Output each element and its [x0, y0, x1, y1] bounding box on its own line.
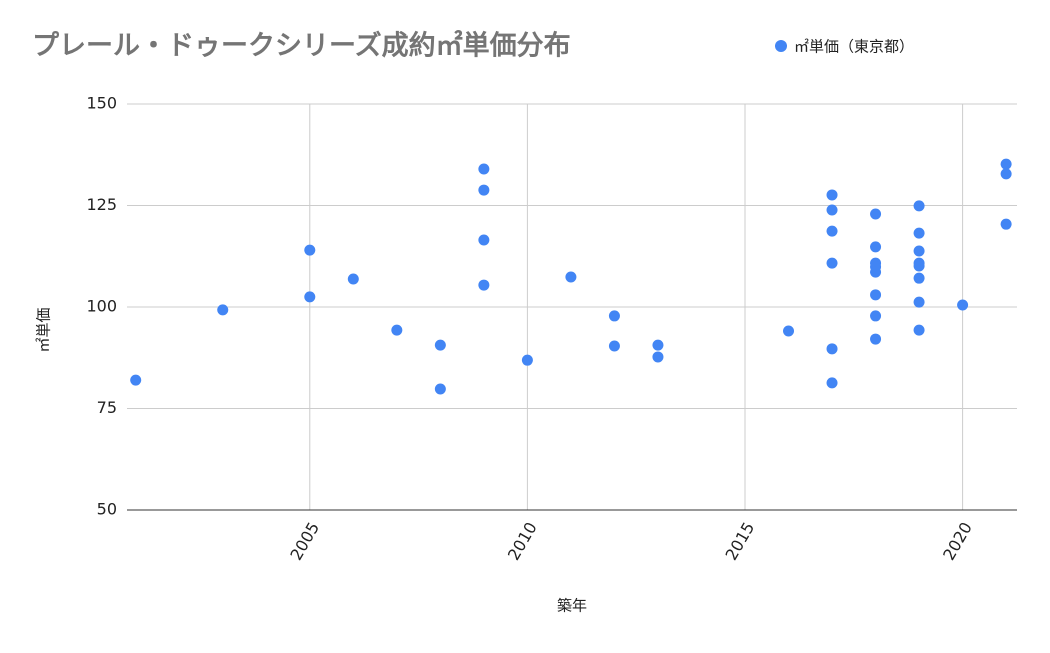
point: [391, 324, 403, 336]
point: [347, 273, 359, 285]
y-tick-label: 150: [86, 94, 117, 113]
point: [652, 351, 664, 363]
point: [913, 260, 925, 272]
point: [913, 200, 925, 212]
point: [434, 383, 446, 395]
point: [217, 304, 229, 316]
point: [652, 339, 664, 351]
point: [870, 241, 882, 253]
point: [478, 184, 490, 196]
point: [434, 339, 446, 351]
x-tick-label: 2005: [286, 519, 323, 564]
point: [1000, 158, 1012, 170]
point: [608, 340, 620, 352]
x-axis-title: 築年: [557, 597, 587, 615]
y-tick-label: 100: [86, 297, 117, 316]
point: [870, 310, 882, 322]
point: [1000, 168, 1012, 180]
point: [870, 208, 882, 220]
point: [870, 289, 882, 301]
point: [826, 204, 838, 216]
point: [913, 245, 925, 257]
x-tick-label: 2010: [504, 519, 541, 564]
y-tick-label: 75: [97, 398, 117, 417]
point: [478, 234, 490, 246]
point: [783, 325, 795, 337]
point: [913, 296, 925, 308]
point: [913, 272, 925, 284]
point: [521, 354, 533, 366]
x-tick-label: 2015: [722, 519, 759, 564]
point: [826, 343, 838, 355]
point: [130, 374, 142, 386]
point: [478, 163, 490, 175]
point: [304, 291, 316, 303]
x-tick-label: 2020: [939, 519, 976, 564]
point: [1000, 218, 1012, 230]
point: [826, 377, 838, 389]
y-axis-title: ㎡単価: [35, 307, 53, 352]
point: [870, 333, 882, 345]
point: [870, 266, 882, 278]
point: [826, 257, 838, 269]
point: [478, 279, 490, 291]
point: [565, 271, 577, 283]
chart-title: プレール・ドゥークシリーズ成約㎡単価分布: [32, 30, 571, 62]
point: [608, 310, 620, 322]
legend-marker: [775, 40, 787, 52]
point: [826, 189, 838, 201]
point: [913, 324, 925, 336]
y-tick-label: 50: [97, 500, 117, 519]
legend-label: ㎡単価（東京都）: [794, 38, 914, 56]
point: [826, 225, 838, 237]
point: [913, 227, 925, 239]
point: [957, 299, 969, 311]
point: [304, 244, 316, 256]
y-tick-label: 125: [86, 195, 117, 214]
